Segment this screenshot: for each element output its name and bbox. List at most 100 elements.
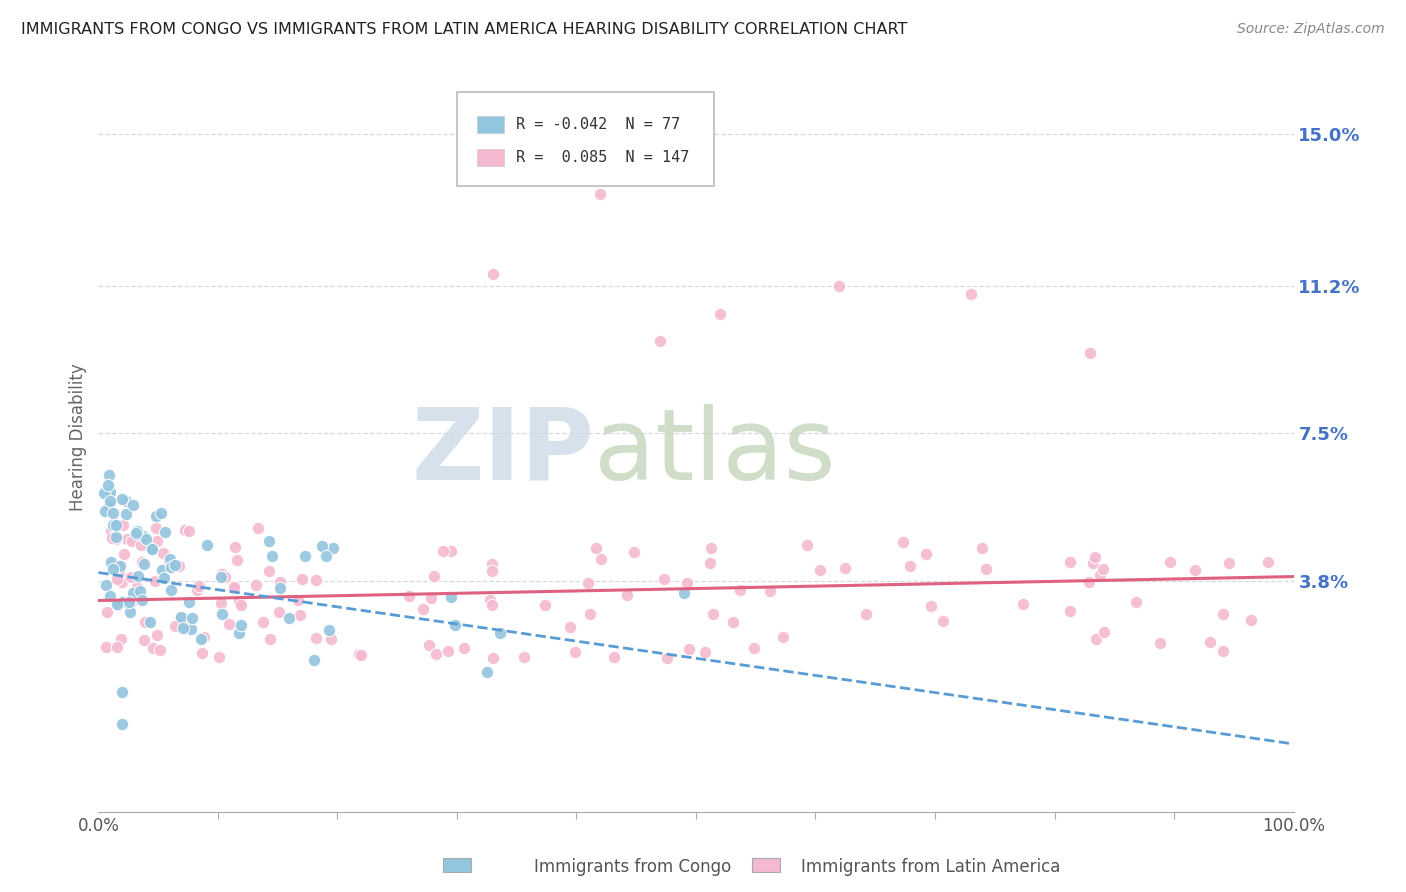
Point xyxy=(165,558,187,573)
Point xyxy=(960,286,983,301)
Point xyxy=(129,538,152,552)
Point xyxy=(742,641,765,656)
Point xyxy=(398,589,420,603)
Point xyxy=(127,580,149,594)
Point xyxy=(759,584,782,599)
Point xyxy=(222,580,245,594)
Point xyxy=(159,551,181,566)
Point xyxy=(1059,555,1081,569)
Point xyxy=(675,576,697,591)
Point xyxy=(131,529,153,543)
Point xyxy=(112,548,135,562)
Point xyxy=(648,334,672,349)
Point xyxy=(149,506,172,520)
Point xyxy=(105,640,128,654)
Point xyxy=(974,561,997,575)
Point xyxy=(177,524,200,538)
Point xyxy=(222,581,245,595)
Point xyxy=(709,306,731,320)
Bar xyxy=(477,149,503,166)
Point xyxy=(93,486,115,500)
Point xyxy=(481,267,505,281)
Point xyxy=(111,517,134,532)
Text: ZIP: ZIP xyxy=(412,403,595,500)
Point xyxy=(305,631,328,645)
Point xyxy=(135,532,157,546)
Point xyxy=(652,572,675,586)
Point xyxy=(101,531,124,545)
Point xyxy=(218,616,240,631)
Point xyxy=(105,597,128,611)
Point xyxy=(228,594,250,608)
Point xyxy=(721,615,744,629)
Point xyxy=(318,623,340,637)
Point xyxy=(98,485,121,500)
Point xyxy=(475,665,498,679)
Point xyxy=(211,596,233,610)
Point xyxy=(132,633,155,648)
Text: IMMIGRANTS FROM CONGO VS IMMIGRANTS FROM LATIN AMERICA HEARING DISABILITY CORREL: IMMIGRANTS FROM CONGO VS IMMIGRANTS FROM… xyxy=(21,22,907,37)
Point xyxy=(1092,561,1115,575)
Point xyxy=(1090,567,1112,582)
Point xyxy=(193,630,215,644)
Point xyxy=(157,555,180,569)
Text: R = -0.042  N = 77: R = -0.042 N = 77 xyxy=(516,117,679,132)
Point xyxy=(432,544,454,558)
Point xyxy=(1080,346,1102,360)
Point xyxy=(167,558,190,573)
Point xyxy=(269,574,291,589)
Point xyxy=(146,627,169,641)
Point xyxy=(702,607,724,621)
Point xyxy=(772,630,794,644)
Point xyxy=(141,541,163,556)
Point xyxy=(125,524,148,538)
Point xyxy=(481,557,503,571)
Point xyxy=(288,607,311,622)
Point xyxy=(100,556,122,570)
Point xyxy=(121,586,143,600)
Bar xyxy=(477,116,503,133)
Point xyxy=(94,504,117,518)
Point xyxy=(159,560,181,574)
Point xyxy=(176,620,198,634)
Point xyxy=(1085,632,1108,646)
Point xyxy=(169,609,191,624)
Point xyxy=(111,595,134,609)
Point xyxy=(616,588,638,602)
Point xyxy=(828,278,851,293)
Point xyxy=(247,521,270,535)
Point xyxy=(589,186,612,201)
Point xyxy=(131,555,153,569)
Point xyxy=(127,569,149,583)
Point xyxy=(103,518,125,533)
Point xyxy=(311,539,333,553)
Point xyxy=(422,569,444,583)
Point xyxy=(437,644,460,658)
Point xyxy=(898,558,921,573)
Point xyxy=(970,541,993,556)
Point xyxy=(425,648,447,662)
Point xyxy=(305,574,328,588)
Point xyxy=(105,517,128,532)
Point xyxy=(107,573,129,587)
Point xyxy=(100,524,122,539)
Point xyxy=(1218,556,1240,570)
Point xyxy=(129,584,152,599)
Point xyxy=(1012,598,1035,612)
Point xyxy=(98,493,122,508)
Point xyxy=(141,541,163,556)
Point xyxy=(603,650,626,665)
Point xyxy=(481,598,503,612)
Point xyxy=(229,598,252,612)
Point xyxy=(143,574,166,588)
Point xyxy=(177,595,200,609)
Point xyxy=(796,538,818,552)
Point xyxy=(174,523,197,537)
Point xyxy=(211,566,233,581)
Point xyxy=(211,607,233,622)
Point xyxy=(1212,607,1234,621)
Point xyxy=(120,605,142,619)
Point xyxy=(108,565,131,579)
Point xyxy=(108,563,131,577)
Point xyxy=(153,571,176,585)
